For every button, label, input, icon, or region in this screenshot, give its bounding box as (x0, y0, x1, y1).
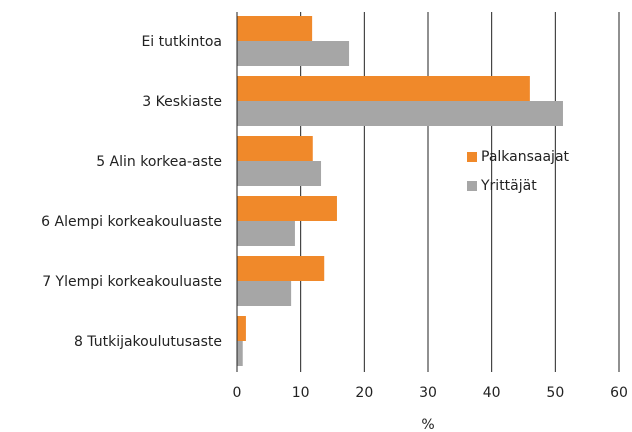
x-tick-label: 40 (483, 385, 501, 401)
bar (237, 341, 243, 366)
bar (237, 101, 563, 126)
bar (237, 281, 292, 306)
legend-swatch (467, 152, 477, 162)
legend-swatch (467, 181, 477, 191)
bar (237, 76, 530, 101)
y-tick-label: 6 Alempi korkeakouluaste (41, 214, 222, 230)
x-tick-label: 10 (292, 385, 310, 401)
x-tick-label: 60 (610, 385, 628, 401)
x-tick-label: 20 (355, 385, 373, 401)
y-tick-label: 7 Ylempi korkeakouluaste (42, 274, 222, 290)
y-tick-label: 5 Alin korkea-aste (96, 154, 222, 170)
bar (237, 196, 337, 221)
legend-label: Palkansaajat (481, 149, 570, 165)
bar (237, 136, 313, 161)
bar (237, 316, 246, 341)
y-tick-label: Ei tutkintoa (141, 34, 222, 50)
bar (237, 16, 313, 41)
y-tick-label: 3 Keskiaste (142, 94, 222, 110)
x-axis-label: % (421, 417, 434, 432)
x-tick-label: 0 (233, 385, 242, 401)
x-tick-label: 30 (419, 385, 437, 401)
bar (237, 256, 325, 281)
y-tick-label: 8 Tutkijakoulutusaste (74, 334, 222, 350)
x-tick-label: 50 (546, 385, 564, 401)
bar (237, 221, 295, 246)
bar (237, 41, 350, 66)
bar (237, 161, 322, 186)
legend-label: Yrittäjät (480, 178, 537, 194)
